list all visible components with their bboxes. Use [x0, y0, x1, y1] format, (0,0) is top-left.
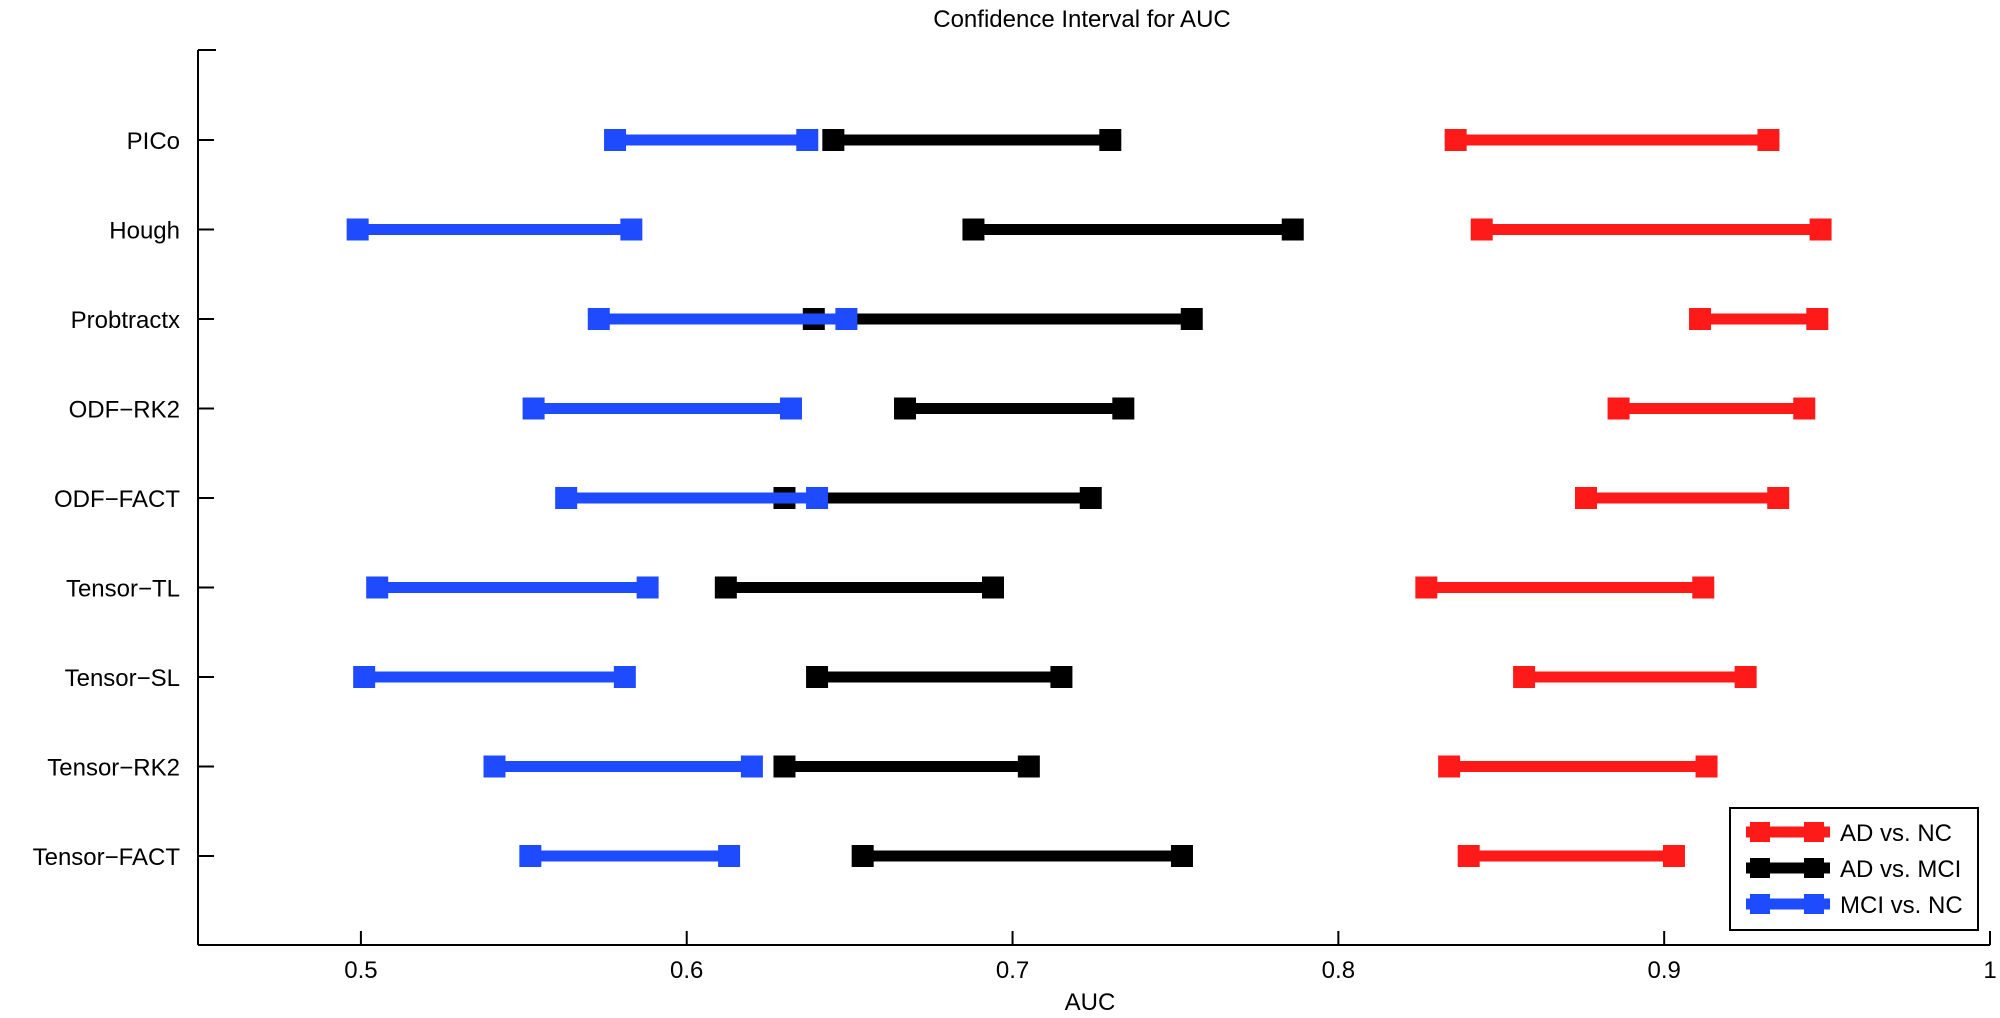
interval-lower-marker [366, 576, 389, 599]
interval-upper-marker [718, 845, 741, 867]
interval-upper-marker [1757, 129, 1780, 151]
interval-upper-marker [1695, 755, 1718, 778]
interval-lower-marker [1689, 308, 1712, 330]
interval-upper-marker [1112, 397, 1135, 420]
interval-upper-marker [779, 397, 802, 420]
category-label: Tensor−TL [66, 576, 180, 603]
interval-upper-marker [1734, 666, 1757, 688]
x-tick-label: 0.9 [1647, 957, 1680, 984]
legend-label: AD vs. MCI [1840, 856, 1961, 883]
x-tick-label: 0.6 [670, 957, 703, 984]
legend-swatch-marker [1750, 858, 1770, 878]
interval-upper-marker [613, 666, 636, 688]
interval-lower-marker [894, 397, 917, 420]
series-group [1415, 129, 1832, 867]
legend-swatch-marker [1750, 822, 1770, 842]
interval-lower-marker [1513, 666, 1536, 688]
interval-upper-marker [1099, 129, 1122, 151]
chart-title: Confidence Interval for AUC [933, 6, 1230, 33]
x-tick-label: 0.7 [996, 957, 1029, 984]
interval-lower-marker [522, 397, 545, 420]
interval-lower-marker [822, 129, 845, 151]
legend-swatch-marker [1804, 822, 1824, 842]
legend-label: AD vs. NC [1840, 820, 1952, 847]
category-labels: PICo Hough Probtractx ODF−RK2 ODF−FACT Tensor… [33, 128, 214, 871]
interval-lower-marker [1470, 218, 1493, 241]
interval-lower-marker [1438, 755, 1461, 778]
interval-lower-marker [604, 129, 627, 151]
interval-upper-marker [1180, 308, 1203, 330]
interval-lower-marker [353, 666, 376, 688]
category-label: Tensor−RK2 [47, 755, 180, 782]
interval-upper-marker [1692, 576, 1715, 599]
category-label: PICo [127, 128, 180, 155]
interval-lower-marker [1444, 129, 1467, 151]
interval-lower-marker [773, 755, 796, 778]
interval-upper-marker [796, 129, 819, 151]
series-group [346, 129, 858, 867]
legend-swatch-marker [1804, 858, 1824, 878]
interval-lower-marker [346, 218, 369, 241]
interval-upper-marker [1079, 487, 1102, 509]
interval-lower-marker [1457, 845, 1480, 867]
legend-label: MCI vs. NC [1840, 892, 1963, 919]
interval-upper-marker [1170, 845, 1193, 867]
interval-lower-marker [519, 845, 542, 867]
interval-upper-marker [1767, 487, 1790, 509]
interval-upper-marker [1809, 218, 1832, 241]
legend-swatch-marker [1750, 894, 1770, 914]
category-label: Probtractx [71, 307, 180, 334]
interval-lower-marker [555, 487, 578, 509]
interval-lower-marker [1574, 487, 1597, 509]
interval-upper-marker [740, 755, 763, 778]
interval-lower-marker [714, 576, 737, 599]
category-label: ODF−FACT [54, 486, 180, 513]
x-axis-label: AUC [1065, 989, 1116, 1016]
interval-upper-marker [806, 487, 829, 509]
interval-upper-marker [1806, 308, 1829, 330]
x-tick-label: 1 [1983, 957, 1996, 984]
category-label: ODF−RK2 [69, 397, 180, 424]
x-tick-label: 0.8 [1322, 957, 1355, 984]
interval-upper-marker [1017, 755, 1040, 778]
legend-swatch-marker [1804, 894, 1824, 914]
plot-axes: 0.5 0.6 0.7 0.8 0.9 1 [197, 49, 1997, 984]
interval-upper-marker [620, 218, 643, 241]
interval-upper-marker [981, 576, 1004, 599]
interval-upper-marker [636, 576, 659, 599]
interval-lower-marker [851, 845, 874, 867]
x-tick-label: 0.5 [344, 957, 377, 984]
interval-lower-marker [1607, 397, 1630, 420]
category-label: Hough [109, 218, 180, 245]
interval-upper-marker [1793, 397, 1816, 420]
interval-upper-marker [1662, 845, 1685, 867]
interval-lower-marker [1415, 576, 1438, 599]
interval-lower-marker [962, 218, 985, 241]
interval-lower-marker [483, 755, 506, 778]
legend: AD vs. NC AD vs. MCI MCI vs. NC [1729, 807, 1979, 931]
interval-series [346, 129, 1832, 867]
interval-upper-marker [835, 308, 858, 330]
category-label: Tensor−SL [65, 665, 180, 692]
category-label: Tensor−FACT [33, 844, 181, 871]
interval-lower-marker [587, 308, 610, 330]
interval-upper-marker [1050, 666, 1073, 688]
interval-lower-marker [806, 666, 829, 688]
interval-upper-marker [1281, 218, 1304, 241]
